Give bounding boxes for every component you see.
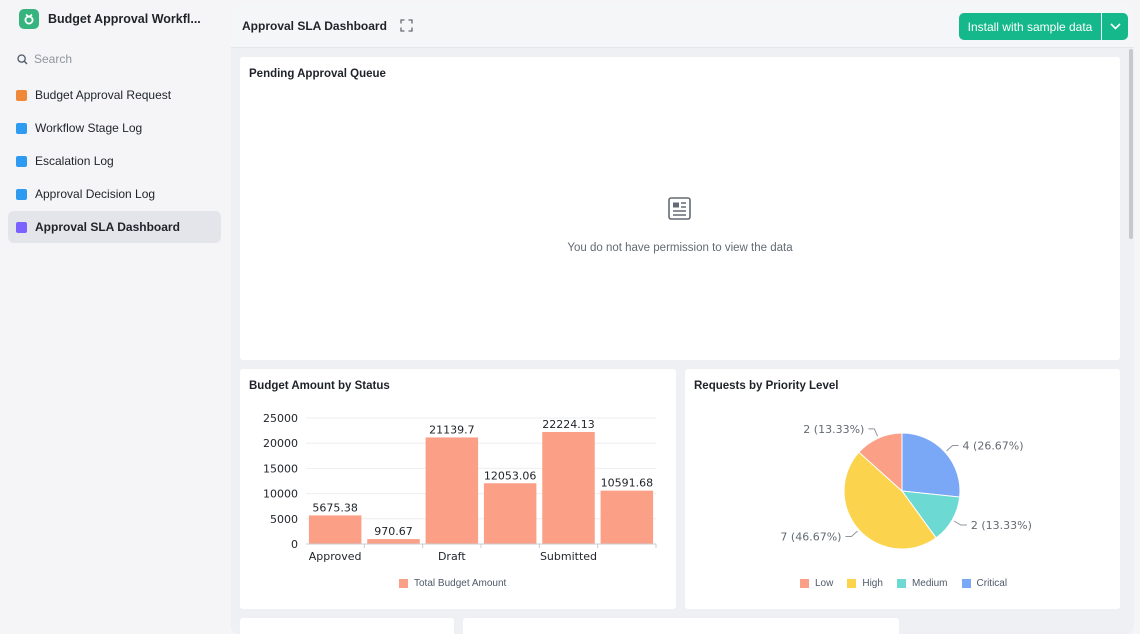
sidebar-item-label: Budget Approval Request <box>35 88 172 102</box>
app-header[interactable]: Budget Approval Workfl... <box>19 8 201 30</box>
sidebar: Budget Approval Workfl... Search Budget … <box>0 0 230 634</box>
card-title: Budget Amount by Status <box>249 380 390 392</box>
pending-approval-queue-card: Pending Approval Queue You do not have p… <box>240 57 1120 360</box>
legend-item-high: High <box>847 578 883 589</box>
y-tick-label: 5000 <box>270 513 298 526</box>
legend-label-total-budget-amount: Total Budget Amount <box>414 578 507 589</box>
legend-label: Critical <box>976 578 1008 589</box>
legend-label: High <box>862 578 883 589</box>
sidebar-item-workflow-stage-log[interactable]: Workflow Stage Log <box>8 112 221 144</box>
sidebar-item-approval-sla-dashboard[interactable]: Approval SLA Dashboard <box>8 211 221 243</box>
form-icon <box>16 89 27 101</box>
bar <box>308 515 362 544</box>
search-icon <box>17 53 28 64</box>
dashboard-topbar: Approval SLA Dashboard Install with samp… <box>231 5 1134 48</box>
y-tick-label: 15000 <box>263 462 298 475</box>
sidebar-item-label: Approval SLA Dashboard <box>35 220 180 234</box>
sidebar-item-label: Escalation Log <box>35 154 114 168</box>
legend-item-medium: Medium <box>896 578 948 589</box>
pie-label-leader <box>868 428 879 437</box>
x-tick-label: Draft <box>438 550 466 563</box>
bar <box>483 483 537 544</box>
no-permission-icon <box>668 197 691 220</box>
bar-chart-legend: Total Budget Amount <box>399 578 506 589</box>
bar-data-label: 10591.68 <box>601 477 654 490</box>
bar-data-label: 970.67 <box>374 525 413 538</box>
y-tick-label: 0 <box>291 538 298 551</box>
main-scrollbar[interactable] <box>1129 49 1133 239</box>
sidebar-item-budget-approval-request[interactable]: Budget Approval Request <box>8 79 221 111</box>
legend-swatch <box>399 579 408 588</box>
bar-data-label: 22224.13 <box>542 418 595 431</box>
pie-data-label: 2 (13.33%) <box>971 519 1032 532</box>
pie-label-leader <box>953 520 967 526</box>
page-title: Approval SLA Dashboard <box>242 19 387 33</box>
bar-data-label: 21139.7 <box>429 423 475 436</box>
table-icon <box>16 155 27 167</box>
sidebar-item-approval-decision-log[interactable]: Approval Decision Log <box>8 178 221 210</box>
card-title: Requests by Priority Level <box>694 380 839 392</box>
bar <box>600 490 654 544</box>
pie-data-label: 4 (26.67%) <box>963 439 1024 452</box>
legend-label: Low <box>815 578 834 589</box>
bar <box>367 539 420 544</box>
lower-card-left <box>240 618 454 634</box>
legend-label: Medium <box>911 578 948 589</box>
dashboard-icon <box>16 221 27 233</box>
pie-slice <box>843 451 937 550</box>
requests-by-priority-level-card: Requests by Priority Level 4 (26.67%) 2 (… <box>685 369 1120 609</box>
pie-data-label: 7 (46.67%) <box>780 531 841 544</box>
dashboard-main: Approval SLA Dashboard Install with samp… <box>231 5 1134 634</box>
bar <box>425 437 479 544</box>
pie-chart: 4 (26.67%) 2 (13.33%) 7 (46.67%) 2 (13.33%) <box>780 423 1032 550</box>
sidebar-item-escalation-log[interactable]: Escalation Log <box>8 145 221 177</box>
y-tick-label: 10000 <box>263 488 298 501</box>
legend-swatch <box>896 579 906 588</box>
budget-amount-by-status-card: Budget Amount by Status 0 5000 10000 15000 2… <box>240 369 676 609</box>
x-tick-label: Approved <box>309 550 362 563</box>
bar-chart: 0 5000 10000 15000 20000 25000 5675.38 Approved… <box>263 412 657 563</box>
install-options-dropdown[interactable] <box>1102 13 1128 40</box>
lower-card-middle <box>463 618 899 634</box>
bar <box>542 431 595 544</box>
chevron-down-icon <box>1109 23 1121 30</box>
sidebar-item-label: Approval Decision Log <box>35 187 156 201</box>
bar-data-label: 12053.06 <box>484 469 536 482</box>
y-tick-label: 25000 <box>263 412 298 425</box>
legend-item-low: Low <box>800 578 833 589</box>
x-tick-label: Submitted <box>540 550 597 563</box>
search-placeholder: Search <box>34 52 73 66</box>
table-icon <box>16 122 27 134</box>
legend-item-critical: Critical <box>961 578 1008 589</box>
legend-swatch <box>961 579 971 588</box>
app-title: Budget Approval Workfl... <box>48 12 201 26</box>
card-title: Pending Approval Queue <box>249 68 386 80</box>
legend-swatch <box>847 579 857 588</box>
pie-slice <box>901 432 961 498</box>
install-with-sample-data-button[interactable]: Install with sample data <box>959 13 1101 40</box>
legend-swatch <box>800 579 809 588</box>
pie-slice <box>858 432 903 493</box>
no-permission-message: You do not have permission to view the d… <box>567 242 793 254</box>
y-tick-label: 20000 <box>263 437 298 450</box>
sidebar-item-label: Workflow Stage Log <box>35 121 143 135</box>
pie-label-leader <box>845 530 858 538</box>
pie-label-leader <box>946 444 959 452</box>
app-logo-icon <box>19 9 39 29</box>
pie-data-label: 2 (13.33%) <box>803 423 864 436</box>
bar-data-label: 5675.38 <box>312 501 358 514</box>
pie-chart-legend: Low High Medium Critical <box>800 578 1007 589</box>
search-input[interactable]: Search <box>17 49 217 69</box>
table-icon <box>16 188 27 200</box>
expand-icon[interactable] <box>400 19 413 32</box>
